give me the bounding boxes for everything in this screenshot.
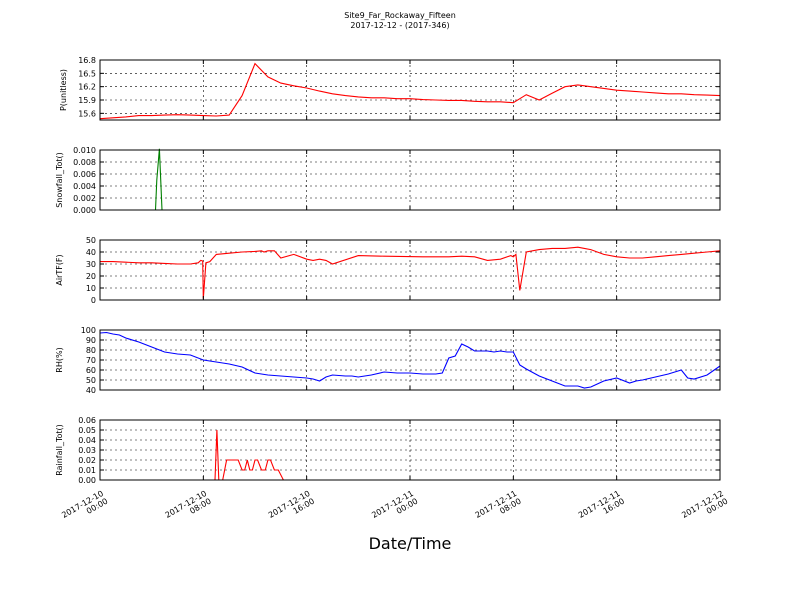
- y-tick-label: 70: [86, 356, 96, 365]
- y-tick-label: 15.6: [78, 109, 96, 118]
- y-tick-label: 16.2: [78, 83, 96, 92]
- y-tick-label: 0.000: [73, 206, 96, 215]
- x-tick-label: 2017-12-1116:00: [577, 489, 626, 528]
- y-tick-label: 60: [86, 366, 96, 375]
- panel-rainfall-tot: 0.000.010.020.030.040.050.06 Rainfall_Tot…: [55, 416, 721, 485]
- y-tick-label: 100: [81, 326, 96, 335]
- y-tick-label: 0.02: [78, 456, 96, 465]
- y-axis-label: P(unitless): [59, 69, 68, 111]
- y-axis-label: RH(%): [55, 347, 64, 372]
- y-tick-label: 0.03: [78, 446, 96, 455]
- panel-snowfall-tot: 0.000 0.002 0.004 0.006 0.008 0.010 Snowfall_T…: [55, 146, 721, 215]
- y-tick-label: 0.010: [73, 146, 96, 155]
- x-tick-label: 2017-12-1108:00: [474, 489, 523, 528]
- x-tick-label: 2017-12-1000:00: [60, 489, 109, 528]
- y-tick-label: 16.8: [78, 56, 96, 65]
- y-tick-label: 50: [86, 376, 96, 385]
- y-tick-label: 0.002: [73, 194, 96, 203]
- y-tick-label: 20: [86, 272, 96, 281]
- y-tick-label: 0.006: [73, 170, 96, 179]
- y-tick-label: 80: [86, 346, 96, 355]
- y-axis-label: AirTF(F): [55, 254, 64, 285]
- y-axis-label: Snowfall_Tot(): [55, 152, 64, 208]
- panel-p-unitless: 15.6 15.9 16.2 16.5 16.8 P(unitless): [59, 56, 721, 121]
- y-tick-label: 0: [91, 296, 96, 305]
- y-tick-label: 30: [86, 260, 96, 269]
- y-tick-label: 40: [86, 386, 96, 395]
- series-line-airtf-f: [100, 246, 721, 299]
- y-tick-label: 0.01: [78, 466, 96, 475]
- y-tick-label: 16.5: [78, 69, 96, 78]
- chart-subtitle: 2017-12-12 - (2017-346): [350, 21, 450, 30]
- y-tick-label: 0.06: [78, 416, 96, 425]
- y-tick-label: 40: [86, 248, 96, 257]
- y-tick-label: 0.05: [78, 426, 96, 435]
- panel-airtf-f: 0 10 20 30 40 50 AirTF(F): [55, 236, 721, 305]
- x-tick-label: 2017-12-1008:00: [164, 489, 213, 528]
- y-tick-label: 0.00: [78, 476, 96, 485]
- x-tick-label: 2017-12-1016:00: [267, 489, 316, 528]
- y-tick-label: 10: [86, 284, 96, 293]
- y-tick-label: 50: [86, 236, 96, 245]
- x-axis-label: Date/Time: [368, 534, 452, 553]
- y-axis-label: Rainfall_Tot(): [55, 424, 64, 476]
- y-tick-label: 0.004: [73, 182, 96, 191]
- x-tick-label: 2017-12-1100:00: [370, 489, 419, 528]
- y-tick-label: 15.9: [78, 96, 96, 105]
- series-line-rh: [99, 331, 721, 389]
- chart-title: Site9_Far_Rockaway_Fifteen: [344, 11, 456, 20]
- y-tick-label: 90: [86, 336, 96, 345]
- series-line-p-unitless: [99, 62, 721, 120]
- y-tick-label: 0.04: [78, 436, 96, 445]
- y-tick-label: 0.008: [73, 158, 96, 167]
- x-tick-label: 2017-12-1200:00: [680, 489, 729, 528]
